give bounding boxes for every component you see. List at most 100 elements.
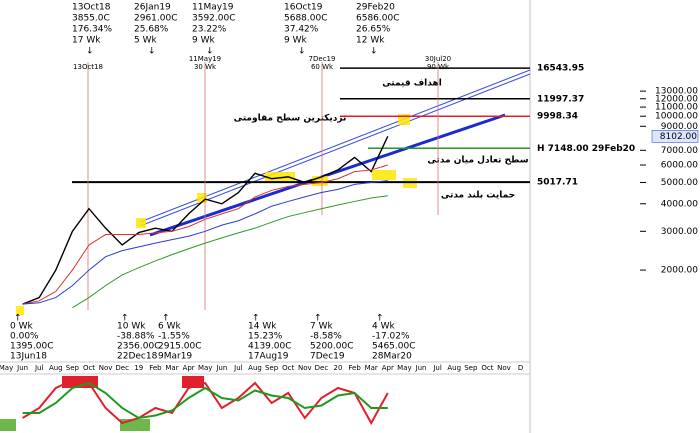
x-tick-label: Jun (215, 364, 227, 372)
marker-date: 30Jul20 (425, 55, 451, 63)
marker-date: 13Oct18 (73, 63, 103, 71)
trough-change: -38.88% (117, 332, 155, 342)
x-tick-label: Jul (34, 364, 44, 372)
x-tick-label: Oct (282, 364, 294, 372)
x-tick-label: Dec (315, 364, 329, 372)
level-label: H 7148.00 29Feb20 (537, 144, 635, 154)
arrow: ↓ (206, 47, 214, 57)
x-tick-label: Sep (66, 364, 80, 372)
trough-price: 1395.00C (10, 342, 54, 352)
marker-weeks: 90 Wk (427, 63, 450, 71)
trough-date: 13Jun18 (10, 352, 47, 362)
x-tick-label: Feb (348, 364, 361, 372)
zone-label: اهداف قیمتی (382, 79, 442, 89)
y-tick-label: 11000.00 (655, 103, 698, 113)
peak-change: 176.34% (72, 25, 112, 35)
y-tick-label: 5000.00 (661, 178, 698, 188)
x-tick-label: Sep (464, 364, 478, 372)
arrow: ↑ (376, 314, 384, 324)
x-tick-label: Jun (16, 364, 28, 372)
peak-date: 11May19 (192, 3, 234, 13)
y-tick-label: 9000.00 (661, 122, 698, 132)
trough-price: 5200.00C (310, 342, 354, 352)
y-tick-label: 10000.00 (655, 112, 698, 122)
oscillator-line (22, 379, 389, 426)
y-tick-label: 12000.00 (655, 94, 698, 104)
x-tick-label: Oct (481, 364, 493, 372)
y-tick-label: 13000.00 (655, 87, 698, 97)
x-tick-label: Aug (447, 364, 461, 372)
peak-date: 13Oct18 (72, 3, 111, 13)
marker (136, 218, 146, 228)
peak-price: 3592.00C (192, 14, 236, 24)
marker (197, 193, 207, 203)
zone-label: سطح تعادل میان مدتی (427, 156, 528, 166)
trough-date: 9Mar19 (158, 352, 192, 362)
x-tick-label: Jun (415, 364, 427, 372)
level-label: 16543.95 (537, 64, 584, 74)
marker (312, 176, 328, 186)
marker (372, 170, 396, 180)
zone-label: حمایت بلند مدتی (441, 191, 515, 201)
peak-change: 26.65% (356, 25, 391, 35)
y-tick-label: 2000.00 (661, 266, 698, 276)
trough-weeks: 10 Wk (117, 322, 146, 332)
trough-weeks: 14 Wk (248, 322, 277, 332)
marker (398, 114, 410, 125)
peak-change: 23.22% (192, 25, 227, 35)
peak-date: 16Oct19 (284, 3, 323, 13)
trough-change: -17.02% (372, 332, 410, 342)
last-price-box (651, 130, 699, 143)
peak-weeks: 9 Wk (192, 36, 215, 46)
zone-label: نزدیکترین سطح مقاومتی (234, 114, 347, 124)
trough-change: 0.00% (10, 332, 39, 342)
peak-price: 6586.00C (356, 14, 400, 24)
moving-average (22, 180, 388, 305)
oscillator-line (22, 381, 388, 420)
x-tick-label: Aug (248, 364, 262, 372)
level-label: 11997.37 (537, 94, 584, 104)
x-tick-label: Jul (432, 364, 442, 372)
marker (16, 306, 24, 315)
signal-block (0, 419, 16, 431)
x-tick-label: Mar (365, 364, 378, 372)
peak-date: 29Feb20 (356, 3, 395, 13)
arrow: ↓ (86, 47, 94, 57)
arrow: ↑ (252, 314, 260, 324)
arrow: ↑ (162, 314, 170, 324)
trough-weeks: 0 Wk (10, 322, 33, 332)
peak-price: 2961.00C (134, 14, 178, 24)
x-tick-label: Nov (298, 364, 312, 372)
trough-date: 7Dec19 (310, 352, 345, 362)
peak-change: 37.42% (284, 25, 319, 35)
level-label: 5017.71 (537, 178, 578, 188)
x-tick-label: May (397, 364, 411, 372)
trough-price: 5465.00C (372, 342, 416, 352)
moving-average (22, 164, 388, 305)
trough-date: 28Mar20 (372, 352, 412, 362)
peak-weeks: 12 Wk (356, 36, 385, 46)
trough-weeks: 4 Wk (372, 322, 395, 332)
price-line (22, 136, 389, 305)
y-tick-label: 6000.00 (661, 161, 698, 171)
arrow: ↓ (298, 47, 306, 57)
x-tick-label: Oct (83, 364, 95, 372)
y-tick-label: 4000.00 (661, 199, 698, 209)
trough-price: 2915.00C (158, 342, 202, 352)
x-tick-label: May (0, 364, 13, 372)
x-tick-label: Jul (233, 364, 243, 372)
trough-weeks: 7 Wk (310, 322, 333, 332)
trough-date: 17Aug19 (248, 352, 289, 362)
peak-price: 5688.00C (284, 14, 328, 24)
marker-weeks: 30 Wk (194, 63, 217, 71)
level-label: 9998.34 (537, 112, 578, 122)
last-price-label: 8102.00 (660, 132, 697, 142)
arrow: ↓ (370, 47, 378, 57)
trough-change: -8.58% (310, 332, 342, 342)
x-tick-label: 19 (134, 364, 143, 372)
marker-weeks: 60 Wk (311, 63, 334, 71)
peak-weeks: 17 Wk (72, 36, 101, 46)
